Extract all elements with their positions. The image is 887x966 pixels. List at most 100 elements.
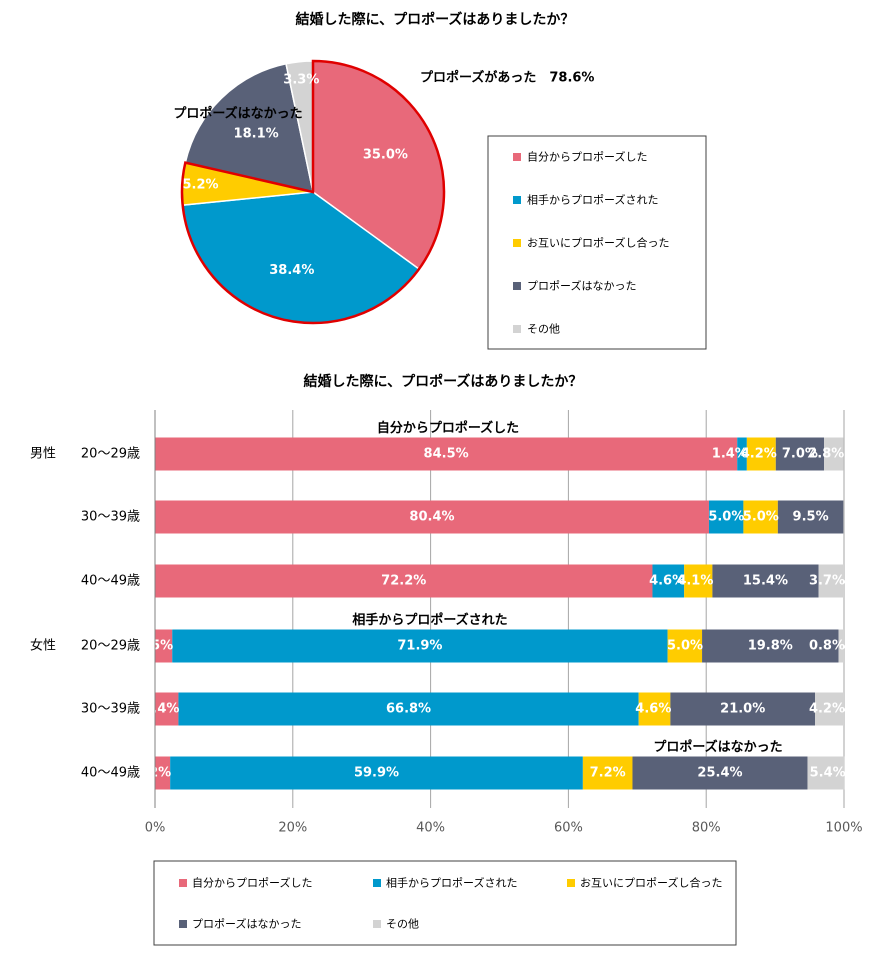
bar-category-group-label: 女性 — [30, 638, 56, 654]
bar-segment-none — [712, 564, 819, 598]
bar-legend-swatch-other — [373, 920, 381, 928]
bar-data-label-self: 2.2% — [135, 766, 171, 781]
bar-legend-label-none: プロポーズはなかった — [192, 917, 301, 931]
bar-category-age-label: 20～29歳 — [81, 639, 140, 654]
bar-data-label-partner: 4.6% — [649, 574, 685, 589]
pie-legend-box — [487, 135, 707, 350]
bar-category-group-label: 男性 — [30, 447, 56, 462]
bar-segment-none — [632, 756, 808, 790]
bar-data-label-mutual: 5.0% — [667, 639, 703, 654]
bar-data-label-self: 3.4% — [143, 702, 179, 717]
bar-annotation: プロポーズはなかった — [653, 739, 782, 755]
bar-data-label-other: 5.4% — [810, 766, 846, 781]
pie-annotation-proposal-no: プロポーズはなかった — [173, 106, 302, 122]
bar-segment-mutual — [667, 629, 703, 663]
bar-segment-other — [815, 692, 844, 726]
bar-category-age-label: 20～29歳 — [81, 447, 140, 462]
bar-segment-mutual — [684, 564, 713, 598]
bar-segment-mutual — [638, 692, 671, 726]
bar-data-label-partner: 66.8% — [386, 702, 431, 717]
bar-x-tick-label: 100% — [825, 821, 862, 836]
bar-data-label-none: 9.5% — [793, 510, 829, 525]
pie-data-label-other: 3.3% — [283, 72, 319, 87]
bar-legend-swatch-self — [179, 879, 187, 887]
pie-legend-label-mutual: お互いにプロポーズし合った — [527, 236, 669, 250]
bar-legend-label-other: その他 — [386, 918, 419, 931]
bar-segment-partner — [178, 692, 639, 726]
bar-data-label-none: 21.0% — [720, 702, 765, 717]
bar-segment-partner — [737, 437, 747, 471]
pie-legend-swatch-self — [513, 153, 521, 161]
bar-data-label-none: 19.8% — [748, 639, 793, 654]
pie-data-label-mutual: 5.2% — [183, 177, 219, 192]
pie-highlight-outline — [180, 59, 446, 325]
pie-data-label-partner: 38.4% — [269, 263, 314, 278]
bar-segment-other — [838, 629, 844, 663]
bar-data-label-self: 84.5% — [424, 447, 469, 462]
bar-category-age-label: 40～49歳 — [81, 574, 140, 589]
pie-slice-none — [184, 62, 314, 193]
pie-legend-swatch-partner — [513, 196, 521, 204]
bar-data-label-partner: 1.4% — [712, 447, 748, 462]
bar-segment-mutual — [582, 756, 633, 790]
bar-segment-partner — [170, 756, 583, 790]
bar-category-age-label: 30～39歳 — [81, 510, 140, 525]
bar-segment-self — [155, 437, 738, 471]
bar-legend-swatch-mutual — [567, 879, 575, 887]
bar-x-tick-label: 40% — [416, 821, 445, 836]
bar-data-label-self: 72.2% — [381, 574, 426, 589]
pie-legend-label-self: 自分からプロポーズした — [527, 150, 647, 164]
pie-legend-label-none: プロポーズはなかった — [527, 279, 636, 293]
bar-segment-self — [155, 692, 179, 726]
bar-data-label-mutual: 5.0% — [743, 510, 779, 525]
bar-segment-self — [155, 500, 709, 534]
bar-category-age-label: 30～39歳 — [81, 702, 140, 717]
bar-x-tick-label: 60% — [554, 821, 583, 836]
bar-x-tick-label: 20% — [278, 821, 307, 836]
bar-segment-none — [775, 437, 825, 471]
bar-data-label-none: 25.4% — [697, 766, 742, 781]
bar-segment-self — [155, 564, 653, 598]
bar-segment-none — [702, 629, 839, 663]
bar-data-label-mutual: 4.1% — [677, 574, 713, 589]
bar-data-label-mutual: 7.2% — [590, 766, 626, 781]
bar-legend-label-self: 自分からプロポーズした — [192, 876, 312, 890]
bar-segment-other — [818, 564, 844, 598]
bar-annotation: 相手からプロポーズされた — [352, 612, 507, 628]
bar-data-label-other: 4.2% — [809, 702, 845, 717]
bar-legend-label-partner: 相手からプロポーズされた — [386, 876, 517, 890]
bar-data-label-none: 7.0% — [782, 447, 818, 462]
bar-legend-box — [153, 860, 737, 946]
bar-title: 結婚した際に、プロポーズはありましたか？ — [304, 373, 583, 390]
pie-title: 結婚した際に、プロポーズはありましたか？ — [296, 11, 575, 28]
bar-category-age-label: 40～49歳 — [81, 766, 140, 781]
bar-data-label-self: 80.4% — [409, 510, 454, 525]
bar-legend-swatch-partner — [373, 879, 381, 887]
bar-data-label-other: 3.7% — [809, 574, 845, 589]
bar-segment-partner — [652, 564, 685, 598]
pie-legend-label-other: その他 — [527, 323, 560, 336]
pie-legend-swatch-other — [513, 325, 521, 333]
bar-segment-partner — [172, 629, 668, 663]
pie-data-label-none: 18.1% — [234, 127, 279, 142]
bar-data-label-partner: 71.9% — [397, 639, 442, 654]
bar-data-label-mutual: 4.6% — [635, 702, 671, 717]
pie-data-label-self: 35.0% — [363, 148, 408, 163]
bar-segment-other — [807, 756, 845, 790]
bar-segment-other — [824, 437, 844, 471]
bar-segment-mutual — [746, 437, 776, 471]
pie-annotation-proposal-yes: プロポーズがあった 78.6% — [420, 70, 594, 86]
bar-data-label-other: 0.8% — [809, 639, 845, 654]
pie-legend-label-partner: 相手からプロポーズされた — [527, 193, 658, 207]
bar-data-label-none: 15.4% — [743, 574, 788, 589]
bar-segment-none — [777, 500, 844, 534]
bar-data-label-other: 2.8% — [808, 447, 844, 462]
pie-legend-swatch-mutual — [513, 239, 521, 247]
bar-segment-partner — [708, 500, 744, 534]
bar-segment-mutual — [743, 500, 778, 534]
bar-legend-label-mutual: お互いにプロポーズし合った — [580, 876, 722, 890]
bar-segment-self — [155, 756, 171, 790]
bar-data-label-partner: 59.9% — [354, 766, 399, 781]
bar-data-label-mutual: 4.2% — [741, 447, 777, 462]
